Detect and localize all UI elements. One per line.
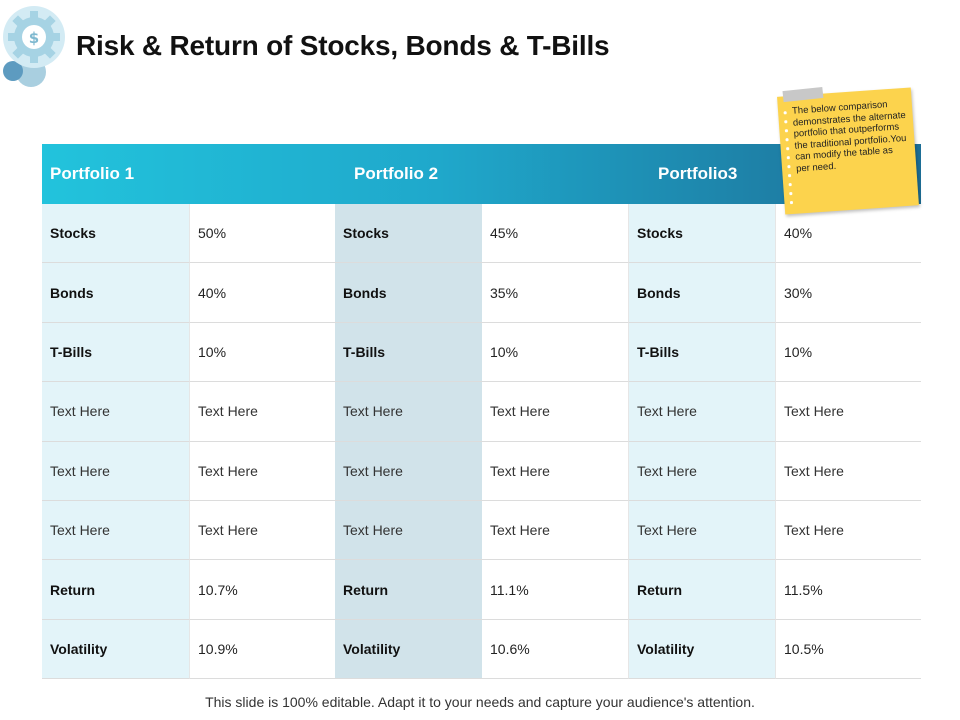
sticky-note: The below comparison demonstrates the al… xyxy=(777,86,919,215)
header-portfolio-2: Portfolio 2 xyxy=(354,164,439,183)
table-row-label: Stocks xyxy=(42,204,189,264)
table-row-label: Text Here xyxy=(42,441,189,501)
table-row-label: Bonds xyxy=(42,263,189,323)
table-cell-value: Text Here xyxy=(189,441,335,501)
table-cell-value: Text Here xyxy=(482,382,628,442)
table-header: Portfolio 1 Portfolio 2 Portfolio3 xyxy=(42,144,921,204)
table-cell-value: 35% xyxy=(482,263,628,323)
table-row-label: Text Here xyxy=(628,382,775,442)
note-tape xyxy=(782,86,824,103)
table-cell-value: 40% xyxy=(189,263,335,323)
table-row-label: Return xyxy=(628,560,775,620)
table-row-label: Text Here xyxy=(42,382,189,442)
table-cell-value: 50% xyxy=(189,204,335,264)
table-cell-value: 10% xyxy=(189,322,335,383)
table-row-label: Return xyxy=(42,560,189,620)
table-row-label: Return xyxy=(335,560,482,620)
header-portfolio-1: Portfolio 1 xyxy=(50,164,135,183)
table-cell-value: Text Here xyxy=(775,441,921,501)
table-row-label: Text Here xyxy=(42,500,189,561)
table-cell-value: 10.7% xyxy=(189,560,335,620)
table-cell-value: Text Here xyxy=(189,500,335,561)
table-row-label: Volatility xyxy=(628,619,775,680)
table-cell-value: 11.5% xyxy=(775,560,921,620)
table-row-label: Text Here xyxy=(335,441,482,501)
table-row-label: Text Here xyxy=(335,382,482,442)
table-cell-value: Text Here xyxy=(482,441,628,501)
table-cell-value: 10.5% xyxy=(775,619,921,680)
table-row-label: Bonds xyxy=(628,263,775,323)
page-title: Risk & Return of Stocks, Bonds & T-Bills xyxy=(76,30,610,61)
table-cell-value: 10% xyxy=(482,322,628,383)
table-cell-value: 11.1% xyxy=(482,560,628,620)
table-cell-value: 40% xyxy=(775,204,921,264)
table-cell-value: Text Here xyxy=(775,500,921,561)
table-cell-value: 10.9% xyxy=(189,619,335,680)
table-row-label: Volatility xyxy=(42,619,189,680)
table-row-label: T-Bills xyxy=(42,322,189,383)
table-row-label: Text Here xyxy=(628,441,775,501)
table-row-label: Bonds xyxy=(335,263,482,323)
footer-caption: This slide is 100% editable. Adapt it to… xyxy=(205,694,755,710)
table-cell-value: 10.6% xyxy=(482,619,628,680)
table-cell-value: 45% xyxy=(482,204,628,264)
table-cell-value: 30% xyxy=(775,263,921,323)
table-cell-value: 10% xyxy=(775,322,921,383)
table-body: Stocks 50% Stocks 45% Stocks 40% Bonds 40% Bonds… xyxy=(42,204,921,680)
svg-text:$: $ xyxy=(29,29,39,47)
dollar-gear-icon: $ xyxy=(0,0,70,90)
table-cell-value: Text Here xyxy=(482,500,628,561)
table-row-label: Stocks xyxy=(335,204,482,264)
note-text: The below comparison demonstrates the al… xyxy=(791,99,907,175)
table-cell-value: Text Here xyxy=(189,382,335,442)
table-row-label: T-Bills xyxy=(335,322,482,383)
table-row-label: Text Here xyxy=(628,500,775,561)
table-row-label: Text Here xyxy=(335,500,482,561)
table-row-label: Stocks xyxy=(628,204,775,264)
table-cell-value: Text Here xyxy=(775,382,921,442)
portfolio-table: Portfolio 1 Portfolio 2 Portfolio3 Stock… xyxy=(42,144,921,680)
table-row-label: T-Bills xyxy=(628,322,775,383)
table-row-label: Volatility xyxy=(335,619,482,680)
header-portfolio-3: Portfolio3 xyxy=(658,164,738,183)
